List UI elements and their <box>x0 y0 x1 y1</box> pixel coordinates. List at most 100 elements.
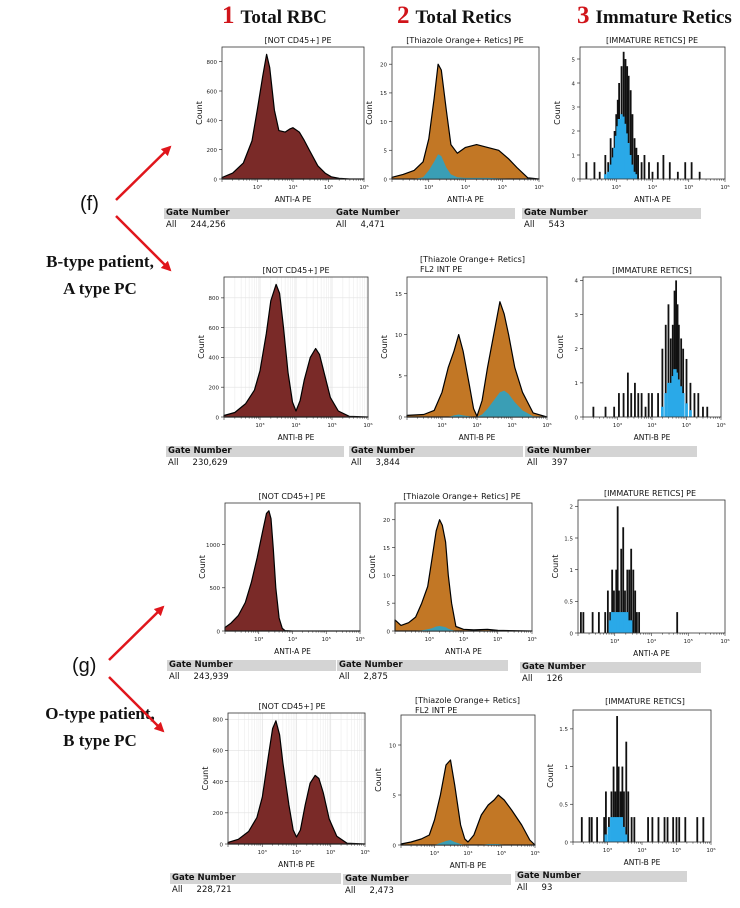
histogram-bar <box>678 817 681 842</box>
y-tick-label: 10 <box>389 743 396 749</box>
x-tick-label: 10⁴ <box>292 849 302 856</box>
y-tick-label: 2 <box>572 129 576 135</box>
histogram-bar <box>613 590 615 633</box>
gate-table-row: All 2,875 <box>339 672 388 682</box>
chart-svg: 0 0.5 1 1.5 2 Count 10³ 10⁴ 10⁵ 10⁶ ANTI-A PE <box>551 499 730 658</box>
y-axis-label: Count <box>553 101 562 125</box>
histogram-bar <box>580 817 583 842</box>
y-tick-label: 15 <box>383 546 390 552</box>
gate-count: 228,721 <box>196 885 232 895</box>
histogram-g6: [IMMATURE RETICS] 0 0.5 1 1.5 Count 10³ 10⁴ 10⁵ 1… <box>515 697 717 893</box>
histogram-bar <box>634 590 637 633</box>
histogram-bar <box>621 766 624 842</box>
histogram-bar <box>618 393 620 417</box>
histogram-overlay-bar <box>612 612 616 633</box>
histogram-bar <box>647 817 649 842</box>
histogram-bar <box>667 304 670 417</box>
gate-label: All <box>172 885 183 895</box>
x-tick-label: 10⁴ <box>637 847 647 854</box>
plot-title: [IMMATURE RETICS] <box>605 697 685 706</box>
histogram-bar <box>585 162 588 179</box>
x-tick-label: 10⁶ <box>359 184 369 191</box>
y-tick-label: 400 <box>209 356 220 362</box>
histogram-overlay-bar <box>624 123 627 179</box>
histogram-bar <box>634 382 636 417</box>
histogram-bar <box>626 66 629 179</box>
y-tick-label: 600 <box>207 89 218 95</box>
histogram-bar <box>690 162 693 179</box>
plot-area: 0 200 400 600 800 Count 10³ 10⁴ 10⁵ 10⁶ ANTI-A PE <box>195 46 369 204</box>
column-label: Total Retics <box>415 7 512 28</box>
chart-svg: 0 1 2 3 4 Count 10³ 10⁴ 10⁵ 10⁶ ANTI-B PE <box>556 276 726 442</box>
x-axis-label: ANTI-B PE <box>459 433 496 442</box>
gate-table-header: Gate Number <box>515 871 687 882</box>
histogram-bar <box>671 324 674 417</box>
y-axis-label: Count <box>201 767 210 791</box>
x-tick-label: 10⁴ <box>648 184 658 191</box>
histogram-bar <box>644 406 647 417</box>
plot-frame <box>572 709 712 843</box>
x-tick-label: 10³ <box>610 638 619 645</box>
x-axis-label: ANTI-A PE <box>447 195 484 204</box>
histogram-bar <box>627 75 630 179</box>
x-tick-label: 10⁶ <box>355 636 365 643</box>
gate-table-row: All 243,939 <box>169 672 229 682</box>
histogram-bar <box>638 612 641 633</box>
x-tick-label: 10⁶ <box>716 422 726 429</box>
x-tick-label: 10³ <box>258 849 267 856</box>
histogram-overlay-bar <box>614 817 617 842</box>
column-label: Total RBC <box>240 7 327 28</box>
plot-title: [NOT CD45+] PE <box>262 266 330 275</box>
gate-label: All <box>339 672 350 682</box>
y-tick-label: 5 <box>387 601 391 607</box>
y-tick-label: 5 <box>399 374 403 380</box>
histogram-bar <box>698 171 701 179</box>
x-axis-label: ANTI-A PE <box>445 647 482 656</box>
x-tick-label: 10⁵ <box>672 847 681 854</box>
histogram-bar <box>615 569 618 633</box>
gate-table-row: All 126 <box>522 674 563 684</box>
y-tick-label: 0 <box>572 177 576 183</box>
group-label-f: B-type patient, A type PC <box>0 248 200 302</box>
histogram-overlay-bar <box>611 157 615 179</box>
histogram-f5: [Thiazole Orange+ Retics] FL2 INT PE 0 5 10 1… <box>349 255 553 468</box>
x-tick-label: 10³ <box>603 847 612 854</box>
gate-table-row: All 93 <box>517 883 552 893</box>
y-tick-label: 20 <box>383 518 390 524</box>
histogram-overlay-bar <box>620 114 623 179</box>
y-tick-label: 0 <box>570 631 574 637</box>
histogram-bar <box>604 406 607 417</box>
histogram-bar <box>606 590 609 633</box>
histogram-overlay-bar <box>627 143 631 179</box>
histogram-bar <box>626 372 629 417</box>
x-tick-label: 10⁴ <box>288 636 298 643</box>
x-tick-label: 10⁵ <box>493 636 502 643</box>
histogram-f4: [NOT CD45+] PE 0 200 400 600 800 Count 10³ 10⁴ 10… <box>166 266 374 468</box>
histogram-bar <box>590 817 593 842</box>
plot-area: 0 500 1000 Count 10³ 10⁴ 10⁵ 10⁶ ANTI-A PE <box>198 502 365 656</box>
x-tick-label: 10⁶ <box>534 184 544 191</box>
histogram-f6: [IMMATURE RETICS] 0 1 2 3 4 Count 10³ 10⁴ 10⁵ 10⁶ A… <box>525 266 727 468</box>
group-label-line1: O-type patient, <box>45 704 155 723</box>
y-tick-label: 0 <box>575 415 579 421</box>
histogram-overlay-area <box>395 626 532 631</box>
histogram-bar <box>640 162 643 179</box>
gate-count: 4,471 <box>360 220 385 230</box>
histogram-overlay-bar <box>631 164 634 179</box>
x-tick-label: 10⁴ <box>647 422 657 429</box>
histogram-bar <box>630 548 633 633</box>
histogram-overlay-bar <box>667 382 670 417</box>
histogram-bar <box>629 90 632 179</box>
histogram-bar <box>663 817 666 842</box>
column-header-immature-retics: 3 Immature Retics <box>577 2 732 30</box>
x-tick-label: 10⁶ <box>720 638 730 645</box>
y-axis-label: Count <box>546 764 555 788</box>
plot-area: 0 0.5 1 1.5 Count 10³ 10⁴ 10⁵ 10⁶ ANTI-B PE <box>546 709 716 867</box>
plot-area: 0 200 400 600 800 Count 10³ 10⁴ 10⁵ 10⁶ ANTI-B PE <box>201 712 370 869</box>
panel-letter-f: (f) <box>80 193 99 215</box>
histogram-bar <box>635 612 638 633</box>
histogram-overlay-bar <box>622 826 626 842</box>
y-axis-label: Count <box>197 335 206 359</box>
y-tick-label: 3 <box>572 105 576 111</box>
gate-count: 243,939 <box>193 672 229 682</box>
